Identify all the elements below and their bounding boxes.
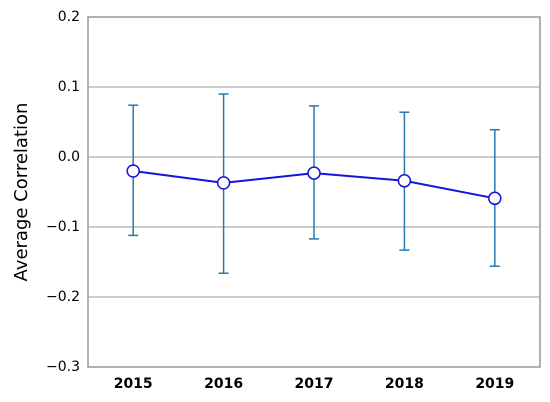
y-tick-label: 0.2 xyxy=(58,9,80,25)
y-tick-label: −0.3 xyxy=(46,359,80,375)
marker xyxy=(397,174,412,188)
x-tick-label: 2019 xyxy=(475,376,514,392)
marker xyxy=(488,191,502,206)
plot-frame xyxy=(87,16,541,368)
marker xyxy=(307,166,321,180)
x-tick-label: 2017 xyxy=(295,376,334,392)
y-axis-label: Average Correlation xyxy=(11,103,32,282)
marker xyxy=(216,176,231,190)
y-tick-label: 0.1 xyxy=(58,79,80,95)
y-tick-label: −0.1 xyxy=(46,219,80,235)
x-tick-label: 2015 xyxy=(114,376,153,392)
x-tick-label: 2016 xyxy=(204,376,243,392)
y-tick-label: −0.2 xyxy=(46,289,80,305)
marker xyxy=(126,164,140,178)
y-tick-label: 0.0 xyxy=(58,149,80,165)
x-tick-label: 2018 xyxy=(385,376,424,392)
